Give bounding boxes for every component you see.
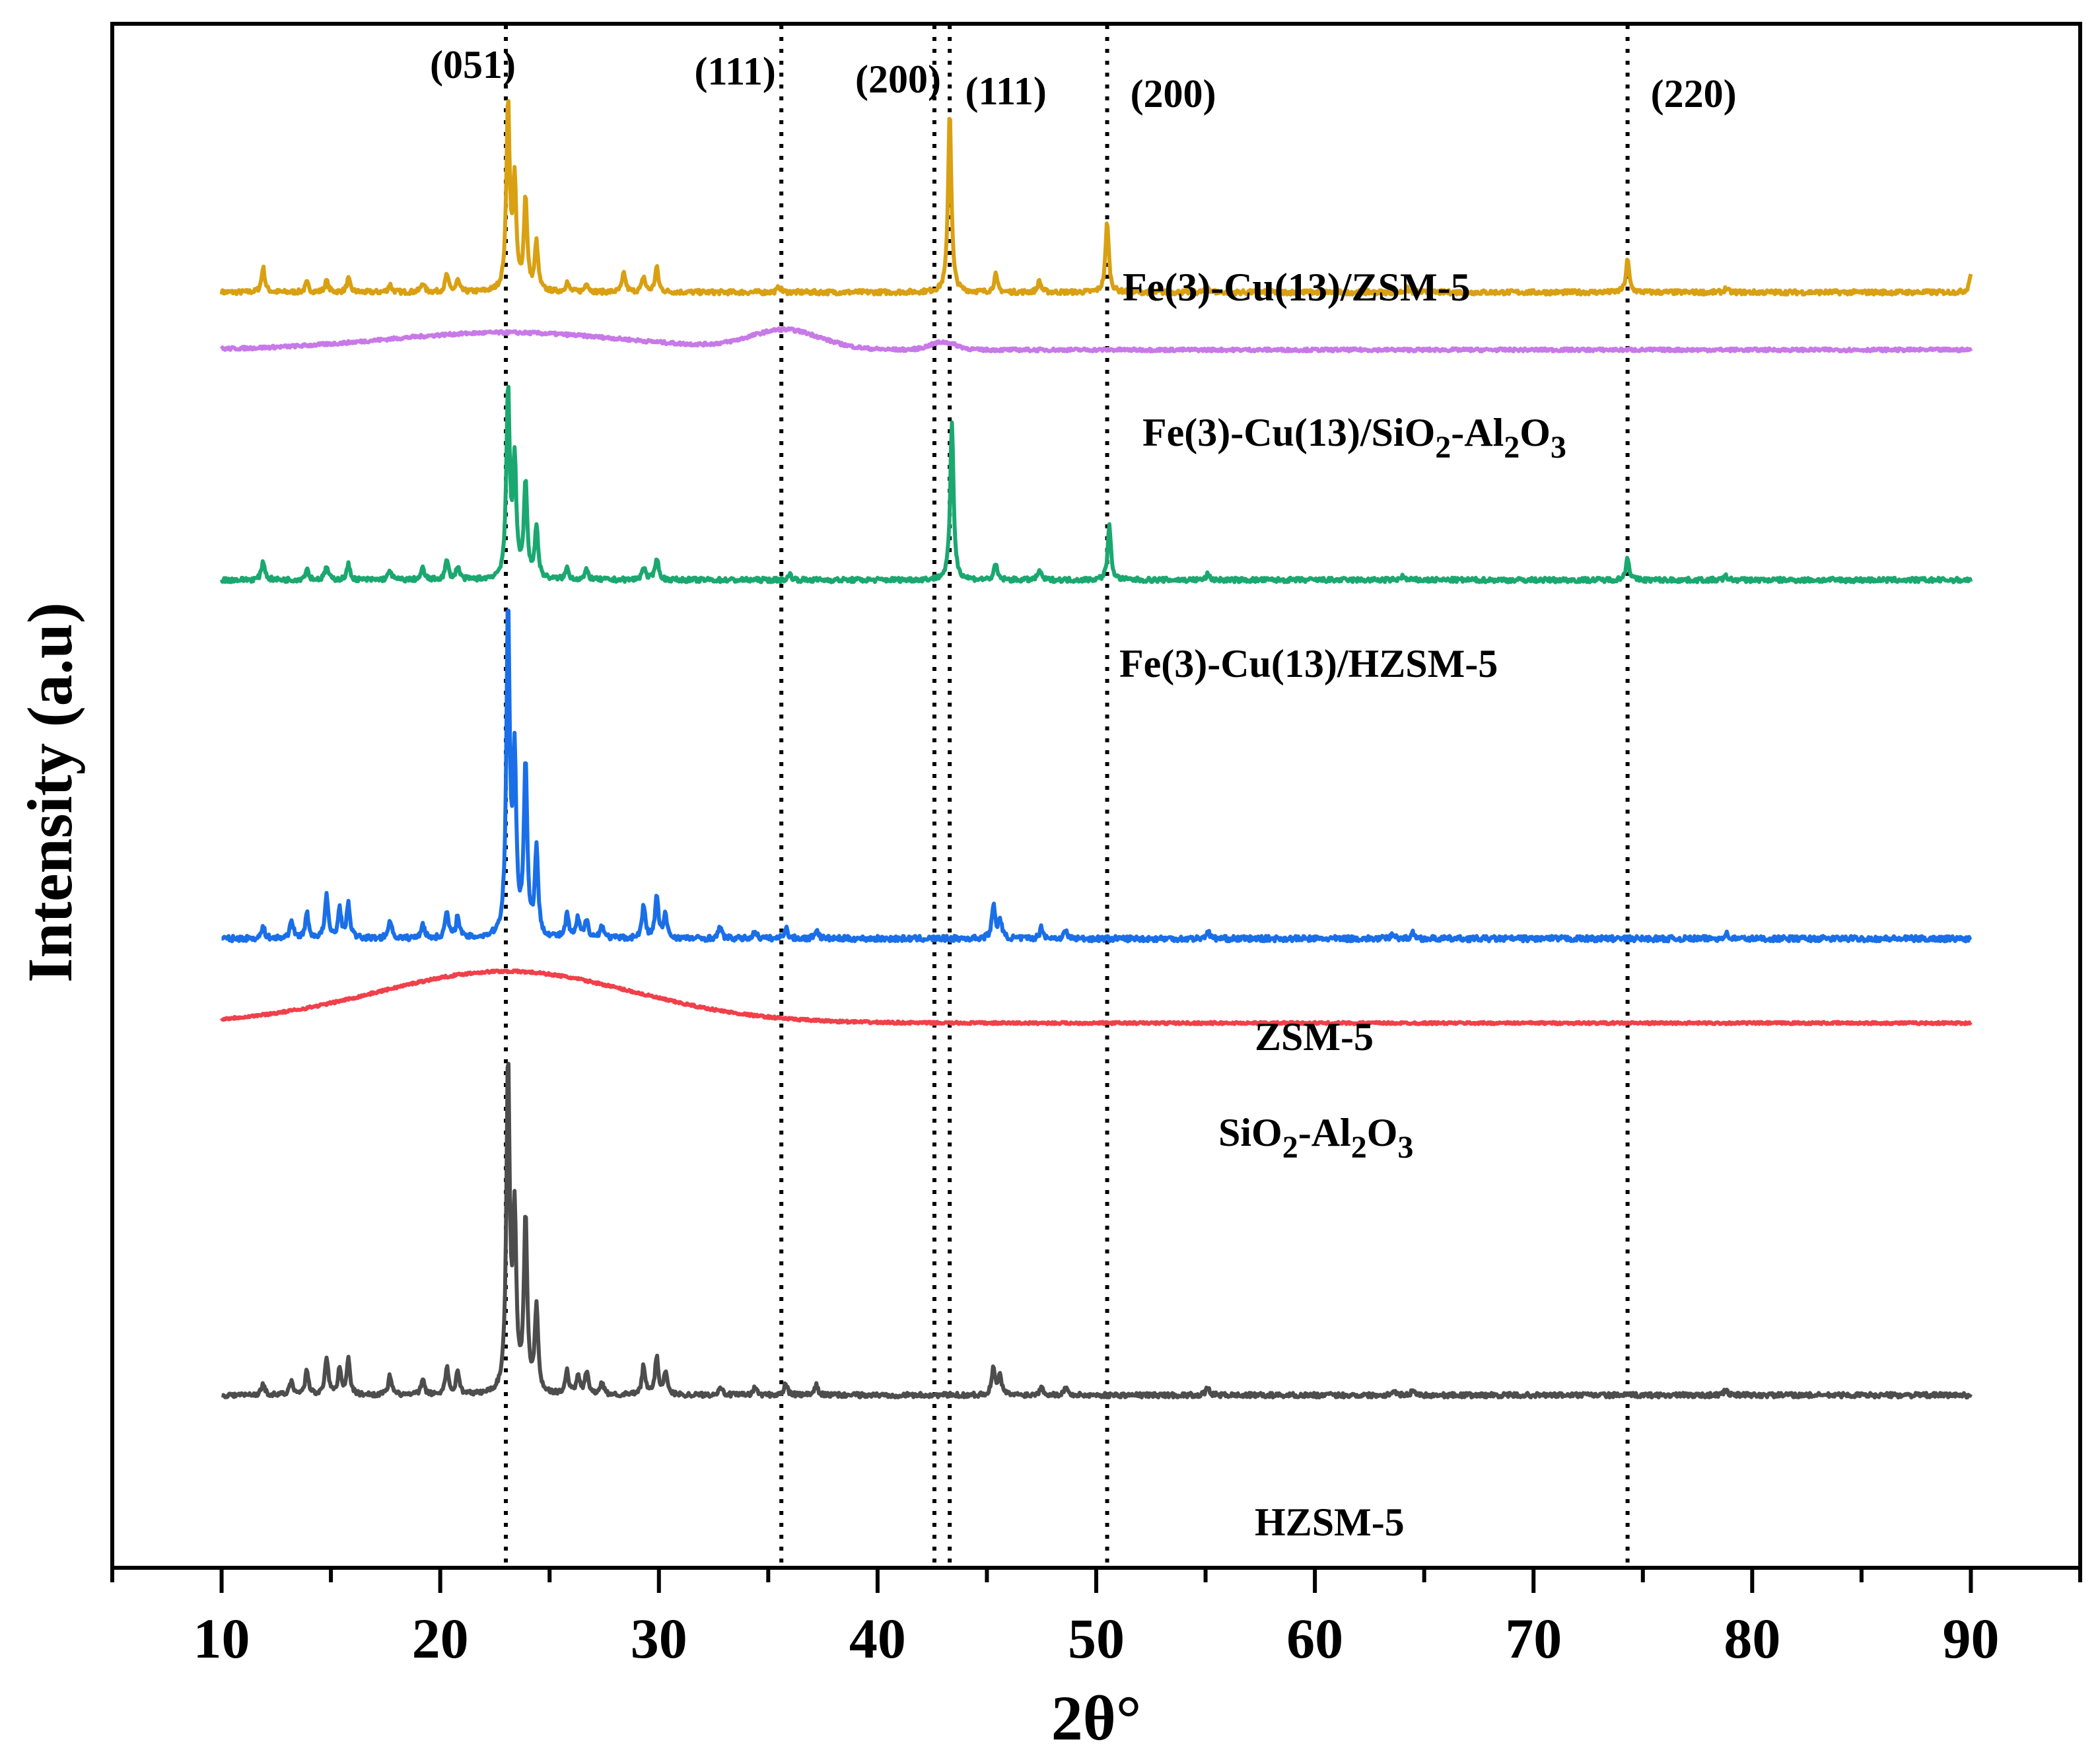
series-line-fe-3-cu-13-hzsm-5 — [219, 384, 1973, 584]
y-axis-title: Intensity (a.u) — [15, 602, 85, 983]
series-label: Fe(3)-Cu(13)/SiO2-Al2O3 — [1142, 411, 1566, 465]
series-line-sio2-al2o3 — [220, 968, 1973, 1026]
reference-lines — [504, 25, 1630, 1566]
x-tick-label: 50 — [1068, 1607, 1125, 1670]
label-text: Fe(3)-Cu(13)/HZSM-5 — [1119, 642, 1498, 685]
label-subscript: 3 — [1551, 430, 1566, 465]
label-text: SiO — [1218, 1111, 1282, 1154]
series-line-fe-3-cu-13-zsm-5 — [219, 99, 1973, 297]
series-line-fe-3-cu-13-sio2-al2o3 — [220, 326, 1973, 354]
plot-frame — [110, 22, 2082, 1570]
series-label: Fe(3)-Cu(13)/HZSM-5 — [1119, 642, 1498, 685]
series-label: Fe(3)-Cu(13)/ZSM-5 — [1123, 265, 1471, 309]
label-subscript: 2 — [1351, 1130, 1367, 1165]
series-label: ZSM-5 — [1255, 1015, 1374, 1059]
x-tick-label: 30 — [631, 1607, 687, 1670]
x-tick-label: 90 — [1942, 1607, 1999, 1670]
label-subscript: 2 — [1282, 1130, 1298, 1165]
series-label: HZSM-5 — [1255, 1500, 1405, 1544]
label-text: ZSM-5 — [1255, 1015, 1374, 1059]
series-line-hzsm-5 — [220, 1061, 1973, 1400]
series-layer — [219, 99, 1973, 1400]
label-text: -Al — [1451, 411, 1504, 454]
label-text: HZSM-5 — [1255, 1500, 1405, 1544]
x-tick-label: 70 — [1505, 1607, 1562, 1670]
plane-label: (200) — [1131, 72, 1216, 116]
plane-label: (200) — [855, 57, 941, 101]
label-subscript: 2 — [1504, 430, 1520, 465]
series-line-zsm-5 — [220, 608, 1973, 944]
label-text: Fe(3)-Cu(13)/SiO — [1142, 411, 1435, 454]
plane-label: (051) — [430, 43, 516, 87]
x-tick-label: 10 — [193, 1607, 250, 1670]
x-tick-label: 20 — [412, 1607, 469, 1670]
label-text: -Al — [1298, 1111, 1351, 1154]
label-text: Fe(3)-Cu(13)/ZSM-5 — [1123, 265, 1471, 309]
x-tick-label: 40 — [849, 1607, 906, 1670]
label-text: O — [1367, 1111, 1398, 1154]
reference-line-labels: (051) (111) (200) (111) (200) (220) — [430, 43, 1737, 116]
x-tick-label: 80 — [1724, 1607, 1780, 1670]
series-labels: Fe(3)-Cu(13)/ZSM-5Fe(3)-Cu(13)/SiO2-Al2O… — [1119, 265, 1566, 1544]
label-text: O — [1520, 411, 1551, 454]
label-subscript: 2 — [1435, 430, 1451, 465]
x-axis: 10 20 30 40 50 60 70 80 90 — [110, 1568, 2082, 1670]
plane-label: (220) — [1651, 72, 1737, 116]
x-tick-label: 60 — [1286, 1607, 1343, 1670]
series-label: SiO2-Al2O3 — [1218, 1111, 1413, 1165]
x-axis-title: 2θ° — [1051, 1683, 1142, 1753]
label-subscript: 3 — [1397, 1130, 1413, 1165]
plane-label: (111) — [965, 69, 1046, 113]
plane-label: (111) — [695, 50, 776, 93]
